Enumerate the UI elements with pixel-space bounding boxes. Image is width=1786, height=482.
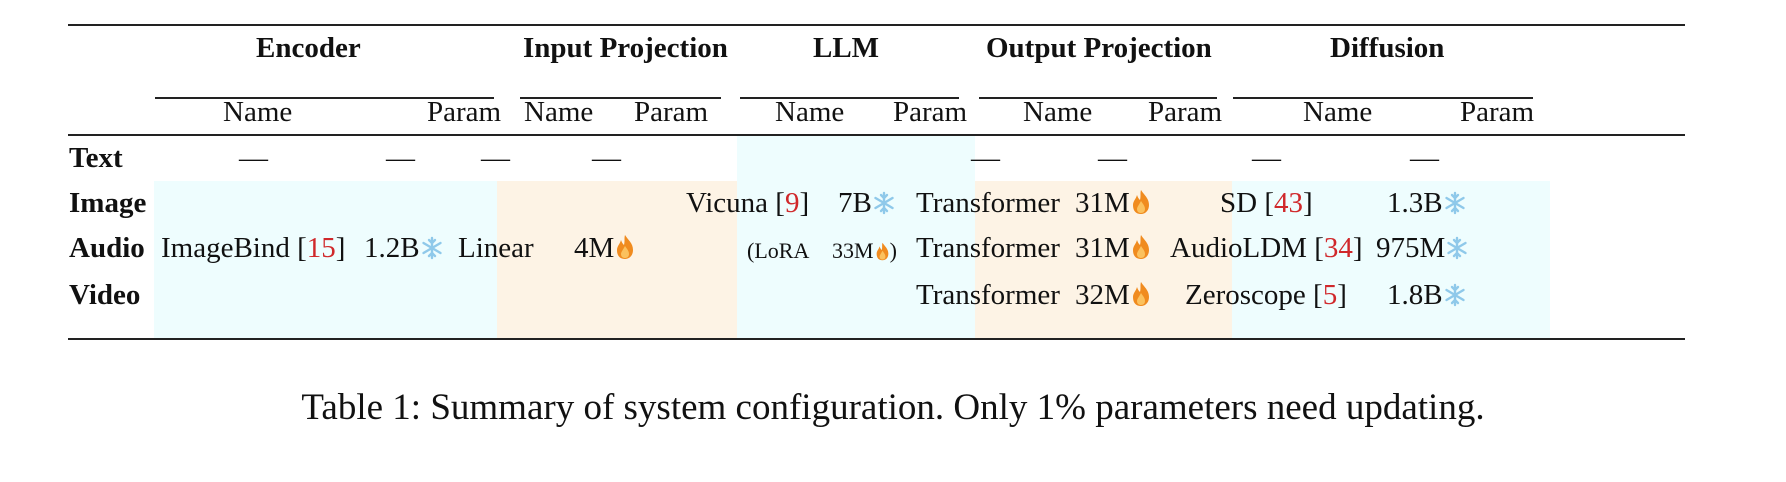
subheader-llm-param: Param xyxy=(893,96,968,128)
text-output-param: — xyxy=(1098,142,1127,174)
subheader-encoder-name: Name xyxy=(223,96,293,128)
audio-diffusion-model: AudioLDM xyxy=(1170,232,1307,264)
llm-cmidrule xyxy=(740,97,959,99)
group-header-encoder: Encoder xyxy=(256,32,361,64)
subheader-diffusion-name: Name xyxy=(1303,96,1373,128)
llm-lora-param: 33M xyxy=(832,238,874,263)
input-projection-cmidrule xyxy=(520,97,721,99)
row-label-text: Text xyxy=(69,142,123,174)
citation-9[interactable]: 9 xyxy=(784,187,800,219)
snowflake-icon xyxy=(873,191,895,221)
flame-icon xyxy=(875,242,890,265)
text-output-name: — xyxy=(971,142,1000,174)
subheader-encoder-param: Param xyxy=(427,96,502,128)
flame-icon xyxy=(1131,281,1151,313)
header-rule xyxy=(68,134,1685,136)
audio-output-param-cell: 31M xyxy=(1075,234,1151,266)
citation-5[interactable]: 5 xyxy=(1322,279,1338,311)
audio-output-name: Transformer xyxy=(916,232,1060,264)
subheader-input-name: Name xyxy=(524,96,594,128)
video-diffusion-param: 1.8B xyxy=(1387,279,1443,311)
citation-43[interactable]: 43 xyxy=(1274,187,1303,219)
encoder-param: 1.2B xyxy=(364,232,420,264)
image-output-param: 31M xyxy=(1075,187,1130,219)
video-output-name: Transformer xyxy=(916,279,1060,311)
input-projection-param-cell: 4M xyxy=(574,234,635,266)
audio-diffusion-param: 975M xyxy=(1376,232,1446,264)
snowflake-icon xyxy=(421,236,443,266)
row-label-image: Image xyxy=(69,187,147,219)
text-input-name: — xyxy=(481,142,510,174)
row-label-audio: Audio xyxy=(69,232,145,264)
encoder-param-cell: 1.2B xyxy=(364,234,443,266)
table-caption: Table 1: Summary of system configuration… xyxy=(301,387,1485,428)
encoder-imagebind: ImageBind [15] xyxy=(161,232,346,264)
snowflake-icon xyxy=(1446,236,1468,266)
snowflake-icon xyxy=(1444,191,1466,221)
text-input-param: — xyxy=(592,142,621,174)
group-header-diffusion: Diffusion xyxy=(1330,32,1445,64)
encoder-cmidrule xyxy=(155,97,494,99)
llm-name: Vicuna xyxy=(686,187,769,219)
subheader-output-param: Param xyxy=(1148,96,1223,128)
citation-15[interactable]: 15 xyxy=(306,232,336,264)
llm-lora-param-cell: 33M ) xyxy=(832,240,897,265)
llm-shade xyxy=(737,134,975,339)
flame-icon xyxy=(615,234,635,266)
image-diffusion-name: SD [43] xyxy=(1220,187,1313,219)
text-encoder-param: — xyxy=(386,142,415,174)
text-diffusion-param: — xyxy=(1410,142,1439,174)
encoder-shade xyxy=(154,181,497,339)
text-encoder-name: — xyxy=(239,142,268,174)
diffusion-shade xyxy=(1232,181,1550,339)
video-diffusion-model: Zeroscope xyxy=(1185,279,1306,311)
flame-icon xyxy=(1131,189,1151,221)
input-projection-linear: Linear xyxy=(458,232,534,264)
bottom-rule xyxy=(68,338,1685,340)
top-rule xyxy=(68,24,1685,26)
group-header-input-projection: Input Projection xyxy=(523,32,728,64)
audio-output-param: 31M xyxy=(1075,232,1130,264)
subheader-diffusion-param: Param xyxy=(1460,96,1535,128)
image-diffusion-param: 1.3B xyxy=(1387,187,1443,219)
image-output-name: Transformer xyxy=(916,187,1060,219)
image-diffusion-param-cell: 1.3B xyxy=(1387,189,1466,221)
subheader-input-param: Param xyxy=(634,96,709,128)
config-table: Encoder Input Projection LLM Output Proj… xyxy=(68,24,1685,364)
video-output-param-cell: 32M xyxy=(1075,281,1151,313)
video-output-param: 32M xyxy=(1075,279,1130,311)
audio-diffusion-param-cell: 975M xyxy=(1376,234,1468,266)
video-diffusion-param-cell: 1.8B xyxy=(1387,281,1466,313)
input-projection-param: 4M xyxy=(574,232,615,264)
llm-param-cell: 7B xyxy=(838,189,895,221)
output-projection-cmidrule xyxy=(979,97,1217,99)
llm-lora-label: (LoRA xyxy=(747,238,810,263)
subheader-output-name: Name xyxy=(1023,96,1093,128)
diffusion-cmidrule xyxy=(1233,97,1533,99)
citation-34[interactable]: 34 xyxy=(1323,232,1353,264)
snowflake-icon xyxy=(1444,283,1466,313)
text-diffusion-name: — xyxy=(1252,142,1281,174)
llm-param: 7B xyxy=(838,187,872,219)
video-diffusion-name: Zeroscope [5] xyxy=(1185,279,1347,311)
flame-icon xyxy=(1131,234,1151,266)
row-label-video: Video xyxy=(69,279,141,311)
output-projection-shade xyxy=(975,181,1232,339)
image-output-param-cell: 31M xyxy=(1075,189,1151,221)
input-projection-shade xyxy=(497,181,737,339)
llm-lora-close: ) xyxy=(889,238,897,263)
group-header-llm: LLM xyxy=(813,32,880,64)
image-diffusion-model: SD xyxy=(1220,187,1258,219)
group-header-output-projection: Output Projection xyxy=(986,32,1212,64)
encoder-name: ImageBind xyxy=(161,232,290,264)
subheader-llm-name: Name xyxy=(775,96,845,128)
llm-vicuna: Vicuna [9] xyxy=(686,187,810,219)
audio-diffusion-name: AudioLDM [34] xyxy=(1170,232,1363,264)
